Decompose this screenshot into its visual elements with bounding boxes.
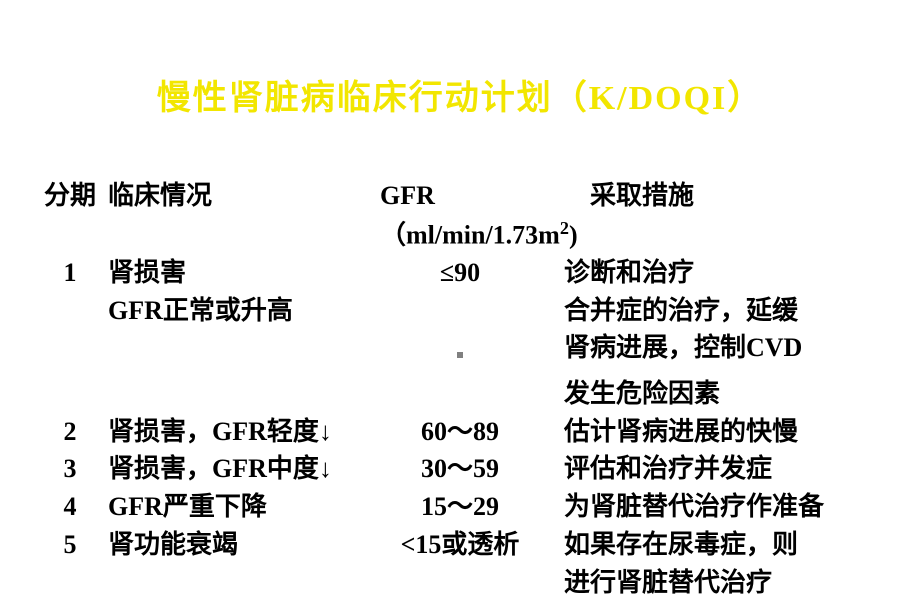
slide: 慢性肾脏病临床行动计划（K/DOQI） 分期 临床情况 GFR（ml/min/1… (0, 0, 920, 614)
cell-stage: 2 (40, 413, 100, 451)
table-row: 1 肾损害 ≤90 诊断和治疗 (40, 254, 880, 292)
cell-action: 肾病进展，控制CVD (540, 329, 880, 367)
table-row: 肾病进展，控制CVD (40, 329, 880, 375)
cell-gfr: 30～59 (380, 450, 540, 488)
cell-clinical: 肾损害，GFR中度↓ (100, 450, 380, 488)
slide-title: 慢性肾脏病临床行动计划（K/DOQI） (40, 70, 880, 119)
cell-stage: 5 (40, 526, 100, 564)
header-gfr-b: ) (569, 220, 578, 249)
cell-action: 诊断和治疗 (540, 254, 880, 292)
cell-action: 评估和治疗并发症 (540, 450, 880, 488)
header-gfr-a: GFR（ml/min/1.73m (380, 181, 560, 249)
cell-action: 估计肾病进展的快慢 (540, 413, 880, 451)
cell-gfr: 60～89 (380, 413, 540, 451)
table-row: 2 肾损害，GFR轻度↓ 60～89 估计肾病进展的快慢 (40, 413, 880, 451)
cell-gfr: 15～29 (380, 488, 540, 526)
cell-action: 进行肾脏替代治疗 (540, 564, 880, 602)
cell-action: 为肾脏替代治疗作准备 (540, 488, 880, 526)
header-action: 采取措施 (540, 177, 880, 215)
cell-action: 如果存在尿毒症，则 (540, 526, 880, 564)
table-header-row: 分期 临床情况 GFR（ml/min/1.73m2) 采取措施 (40, 177, 880, 254)
cell-action: 合并症的治疗，延缓 (540, 292, 880, 330)
cell-stage: 4 (40, 488, 100, 526)
table-content: 分期 临床情况 GFR（ml/min/1.73m2) 采取措施 1 肾损害 ≤9… (40, 177, 880, 601)
table-row: 3 肾损害，GFR中度↓ 30～59 评估和治疗并发症 (40, 450, 880, 488)
header-stage: 分期 (40, 177, 100, 215)
cell-clinical: 肾功能衰竭 (100, 526, 380, 564)
cell-gfr: ≤90 (380, 254, 540, 292)
cell-stage: 3 (40, 450, 100, 488)
table-row: GFR正常或升高 合并症的治疗，延缓 (40, 292, 880, 330)
table-row: 发生危险因素 (40, 375, 880, 413)
cell-clinical: 肾损害 (100, 254, 380, 292)
cell-stage: 1 (40, 254, 100, 292)
header-gfr: GFR（ml/min/1.73m2) (380, 177, 540, 254)
cell-clinical: 肾损害，GFR轻度↓ (100, 413, 380, 451)
header-gfr-sup: 2 (560, 218, 569, 238)
cell-clinical: GFR正常或升高 (100, 292, 380, 330)
table-row: 5 肾功能衰竭 <15或透析 如果存在尿毒症，则 (40, 526, 880, 564)
header-clinical: 临床情况 (100, 177, 380, 215)
cell-gfr: <15或透析 (380, 526, 540, 564)
cell-clinical: GFR严重下降 (100, 488, 380, 526)
table-row: 4 GFR严重下降 15～29 为肾脏替代治疗作准备 (40, 488, 880, 526)
table-row: 进行肾脏替代治疗 (40, 564, 880, 602)
cell-action: 发生危险因素 (540, 375, 880, 413)
dot-icon (380, 331, 540, 369)
